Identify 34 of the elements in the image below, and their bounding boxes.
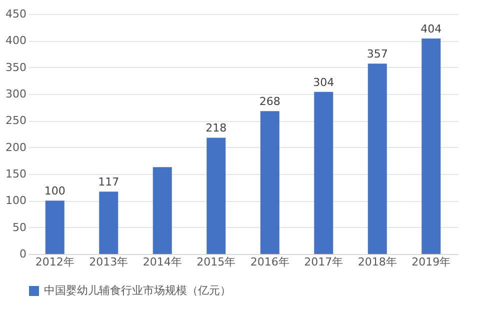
x-tick-label: 2017年 — [304, 256, 344, 268]
y-tick-label: 100 — [6, 194, 26, 208]
y-tick-label: 150 — [6, 168, 26, 180]
y-tick-label: 350 — [6, 60, 26, 74]
y-tick-label: 250 — [6, 114, 26, 128]
y-tick-label: 400 — [6, 34, 26, 48]
x-tick-label: 2012年 — [35, 256, 74, 268]
bar — [422, 38, 441, 254]
data-label: 304 — [313, 76, 334, 89]
y-tick-label: 300 — [6, 88, 26, 100]
y-tick-label: 200 — [6, 140, 26, 154]
y-tick-label: 50 — [12, 220, 26, 234]
bar — [99, 192, 118, 254]
x-tick-label: 2016年 — [250, 256, 290, 268]
bar — [314, 92, 334, 254]
legend-label: 中国婴幼儿辅食行业市场规模（亿元） — [44, 284, 231, 297]
data-label: 100 — [44, 184, 66, 198]
bar — [206, 138, 226, 254]
data-label: 404 — [420, 22, 442, 36]
x-tick-label: 2018年 — [358, 256, 397, 268]
x-tick-label: 2019年 — [412, 256, 451, 268]
y-tick-label: 450 — [6, 8, 26, 20]
y-tick-label: 0 — [20, 248, 26, 260]
data-label: 117 — [98, 176, 120, 189]
bar — [368, 64, 387, 254]
x-tick-label: 2014年 — [142, 256, 182, 268]
bar — [152, 167, 172, 254]
data-label: 218 — [206, 122, 227, 135]
x-tick-label: 2013年 — [89, 256, 128, 268]
bar — [260, 111, 280, 254]
data-label: 268 — [259, 95, 280, 108]
x-tick-label: 2015年 — [196, 256, 236, 268]
data-label: 357 — [366, 48, 388, 61]
bar — [45, 200, 64, 254]
